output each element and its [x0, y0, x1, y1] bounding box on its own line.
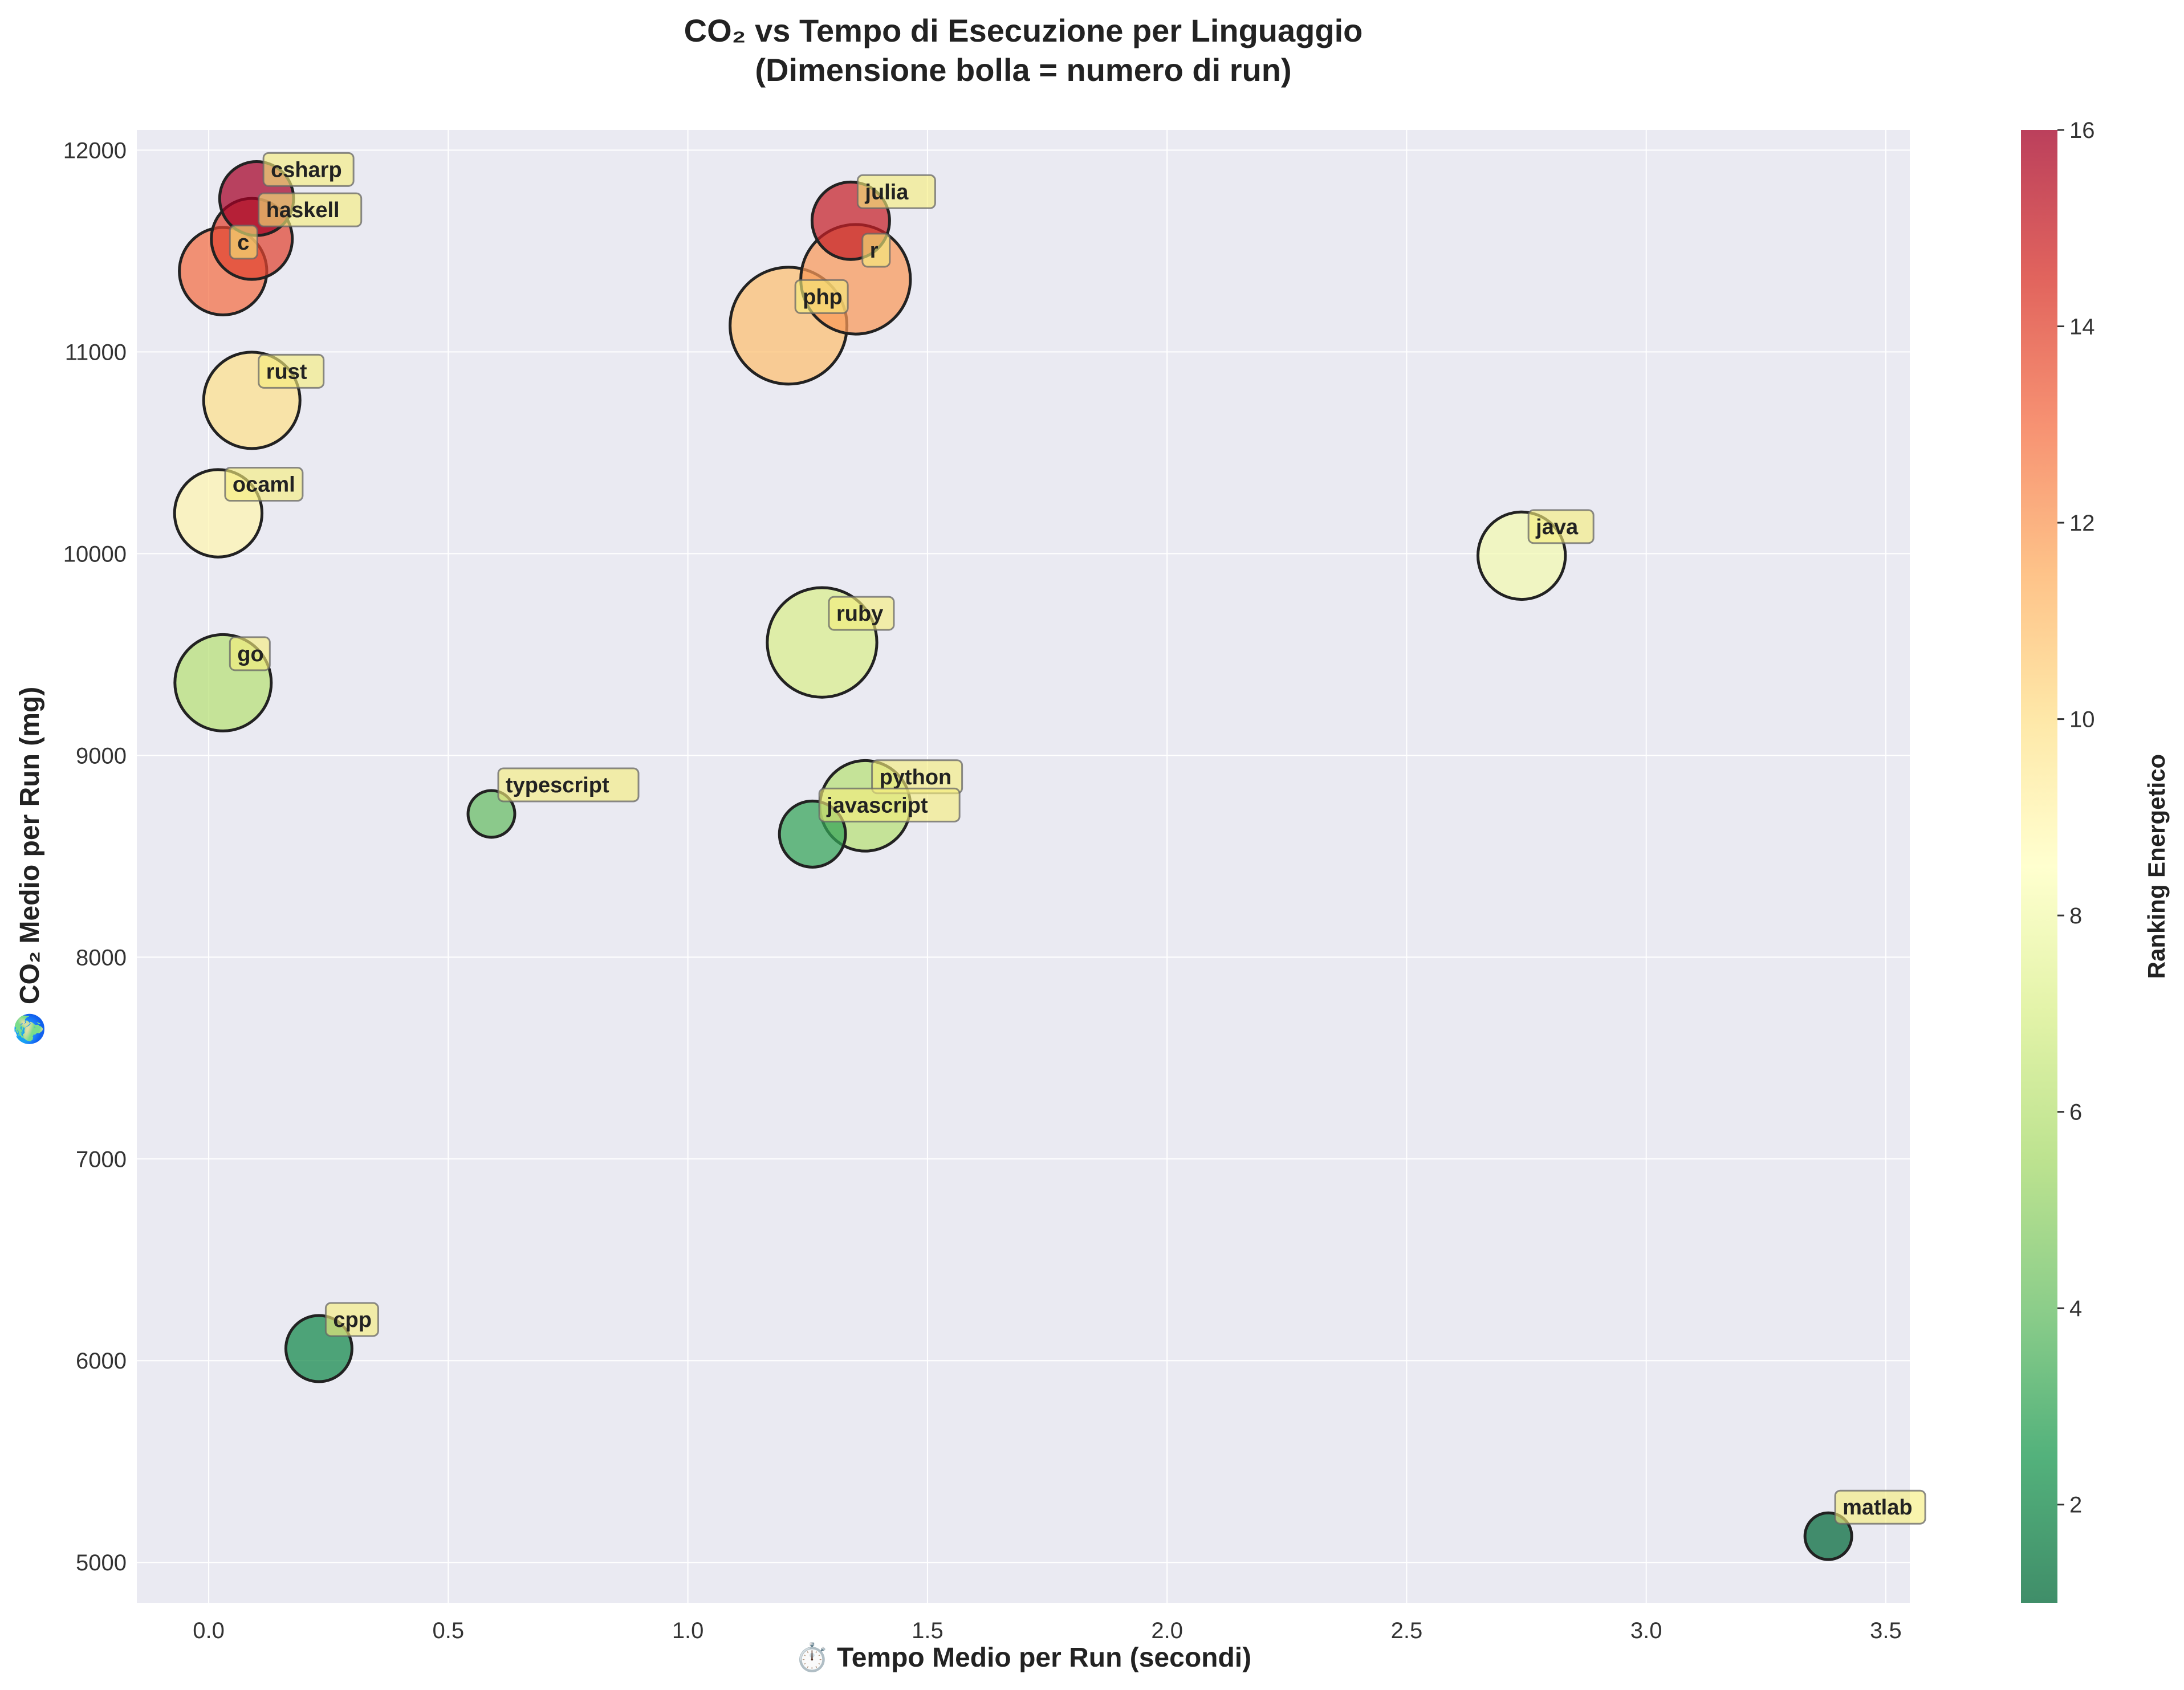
point-label-text: r	[870, 239, 879, 263]
chart-title: CO₂ vs Tempo di Esecuzione per Linguaggi…	[684, 13, 1363, 48]
plot-area	[137, 130, 1910, 1603]
y-tick-label: 8000	[76, 945, 127, 970]
y-tick-label: 6000	[76, 1349, 127, 1374]
point-label-text: ocaml	[233, 473, 295, 497]
colorbar-tick-label: 2	[2069, 1493, 2082, 1518]
point-label-c: c	[229, 225, 258, 260]
point-label-text: haskell	[266, 198, 340, 222]
point-label-box	[497, 767, 640, 803]
point-label-java: java	[1527, 509, 1595, 544]
point-label-csharp: csharp	[262, 152, 355, 187]
y-tick-label: 9000	[76, 743, 127, 768]
colorbar-tick-label: 10	[2069, 707, 2095, 732]
point-label-box	[1834, 1489, 1926, 1525]
x-tick-label: 3.5	[1870, 1618, 1902, 1643]
colorbar-tick-label: 4	[2069, 1296, 2082, 1321]
point-label-box	[324, 1302, 379, 1337]
point-label-rust: rust	[258, 353, 325, 389]
point-label-r: r	[861, 233, 891, 268]
point-label-julia: julia	[856, 174, 936, 209]
colorbar-tick-label: 8	[2069, 903, 2082, 929]
point-label-text: go	[237, 642, 263, 666]
x-tick-label: 0.5	[433, 1618, 465, 1643]
point-label-box	[828, 596, 895, 631]
point-label-text: rust	[266, 360, 307, 384]
y-tick-label: 5000	[76, 1550, 127, 1575]
point-label-box	[818, 787, 961, 822]
x-tick-label: 1.5	[912, 1618, 943, 1643]
point-label-box	[262, 152, 355, 187]
point-label-ruby: ruby	[828, 596, 895, 631]
colorbar-tick-label: 14	[2069, 315, 2095, 340]
x-axis-ticks: 0.0 0.5 1.0 1.5 2.0 2.5 3.0 3.5	[193, 1618, 1902, 1643]
point-label-box	[856, 174, 936, 209]
point-label-text: matlab	[1843, 1496, 1912, 1520]
x-tick-label: 2.0	[1151, 1618, 1183, 1643]
point-label-text: c	[237, 231, 249, 255]
point-label-box	[229, 636, 271, 671]
point-label-text: julia	[864, 180, 909, 204]
x-tick-label: 3.0	[1630, 1618, 1662, 1643]
bubble-typescript	[466, 789, 516, 839]
point-label-text: typescript	[506, 773, 609, 797]
point-label-python: python	[871, 759, 963, 795]
point-label-box	[258, 353, 325, 389]
point-label-box	[229, 225, 258, 260]
y-tick-label: 7000	[76, 1147, 127, 1172]
point-label-box	[224, 467, 304, 502]
point-label-text: ruby	[836, 602, 883, 626]
point-label-text: python	[880, 765, 952, 789]
y-tick-label: 10000	[63, 541, 127, 567]
point-label-cpp: cpp	[324, 1302, 379, 1337]
point-label-go: go	[229, 636, 271, 671]
point-labels: csharp haskell c rust ocaml go cpp typescript ju…	[224, 152, 1926, 1525]
x-tick-label: 1.0	[672, 1618, 704, 1643]
point-label-text: javascript	[826, 793, 928, 817]
colorbar-ticks: 2 4 6 8 10 12 14 16	[2057, 118, 2095, 1518]
point-label-text: cpp	[333, 1308, 372, 1332]
colorbar	[2021, 130, 2057, 1603]
chart-subtitle: (Dimensione bolla = numero di run)	[755, 52, 1291, 88]
point-label-haskell: haskell	[258, 192, 363, 227]
point-label-box	[1527, 509, 1595, 544]
point-label-ocaml: ocaml	[224, 467, 304, 502]
y-tick-label: 11000	[65, 340, 127, 365]
point-label-text: java	[1535, 515, 1579, 539]
x-tick-label: 0.0	[193, 1618, 225, 1643]
y-axis-title: 🌍 CO₂ Medio per Run (mg)	[14, 687, 45, 1046]
point-label-matlab: matlab	[1834, 1489, 1926, 1525]
point-label-box	[861, 233, 891, 268]
colorbar-tick-label: 6	[2069, 1100, 2082, 1125]
colorbar-tick-label: 12	[2069, 511, 2095, 536]
colorbar-title: Ranking Energetico	[2143, 754, 2170, 979]
point-label-box	[794, 279, 849, 314]
point-label-text: csharp	[271, 158, 342, 182]
point-label-box	[258, 192, 363, 227]
grid	[137, 130, 1910, 1603]
x-axis-title: ⏱️ Tempo Medio per Run (secondi)	[795, 1642, 1251, 1673]
y-axis-ticks: 5000 6000 7000 8000 9000 10000 11000 12000	[63, 138, 127, 1575]
point-label-typescript: typescript	[497, 767, 640, 803]
x-tick-label: 2.5	[1391, 1618, 1423, 1643]
point-label-php: php	[794, 279, 849, 314]
point-label-text: php	[803, 285, 843, 309]
colorbar-tick-label: 16	[2069, 118, 2095, 143]
bubble-matlab	[1803, 1511, 1853, 1561]
y-tick-label: 12000	[63, 138, 127, 163]
point-label-javascript: javascript	[818, 787, 961, 822]
